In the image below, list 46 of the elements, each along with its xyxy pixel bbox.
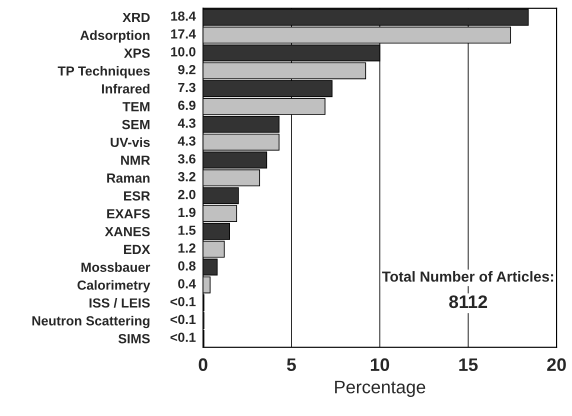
y-tick-label: XRD (122, 12, 150, 22)
y-tick-label: EDX (124, 244, 150, 254)
y-tick-label: Raman (107, 174, 150, 183)
y-tick-label: ESR (124, 191, 150, 201)
data-label: 1.9 (178, 208, 196, 218)
y-tick-label: XANES (104, 226, 150, 236)
data-label: <0.1 (170, 314, 196, 324)
y-tick-label: UV-vis (110, 137, 150, 148)
y-tick-label: Adsorption (80, 30, 150, 43)
y-tick-label: TP Techniques (58, 66, 150, 78)
data-label: 18.4 (171, 11, 196, 21)
y-tick-label: SIMS (118, 334, 150, 344)
y-tick-label: Calorimetry (77, 280, 150, 292)
data-label: <0.1 (170, 332, 196, 342)
data-label: 2.0 (178, 190, 196, 200)
x-tick-label: 5 (286, 358, 296, 372)
data-label: 3.6 (178, 154, 196, 164)
x-axis-title: Percentage (335, 380, 426, 397)
y-tick-label: ISS / LEIS (90, 298, 150, 308)
data-label: 4.3 (178, 118, 196, 128)
y-tick-label: NMR (121, 156, 150, 165)
data-label: 9.2 (178, 64, 196, 74)
y-tick-label: XPS (124, 48, 150, 58)
annotation: Total Number of Articles: (382, 271, 554, 282)
data-label: 1.2 (178, 243, 196, 253)
data-label: 3.2 (178, 172, 196, 182)
x-tick-label: 20 (547, 358, 566, 372)
y-tick-label: Infrared (102, 84, 150, 94)
x-tick-label: 15 (459, 358, 478, 372)
data-label: 4.3 (178, 136, 196, 146)
data-label: 7.3 (178, 82, 196, 92)
data-label: 17.4 (171, 29, 196, 38)
y-tick-label: EXAFS (107, 209, 150, 218)
data-label: 0.4 (178, 279, 196, 288)
data-label: 6.9 (178, 100, 196, 110)
data-label: 0.8 (178, 261, 196, 271)
annotation: 8112 (449, 295, 488, 308)
data-label: <0.1 (170, 296, 196, 306)
x-tick-label: 0 (198, 358, 208, 372)
y-tick-label: SEM (122, 120, 150, 130)
data-label: 1.5 (178, 226, 196, 235)
y-tick-label: Mossbauer (82, 262, 150, 272)
data-label: 10.0 (171, 47, 196, 56)
y-tick-label: Neutron Scattering (32, 316, 150, 328)
y-tick-label: TEM (122, 102, 150, 112)
x-tick-label: 10 (370, 358, 390, 372)
